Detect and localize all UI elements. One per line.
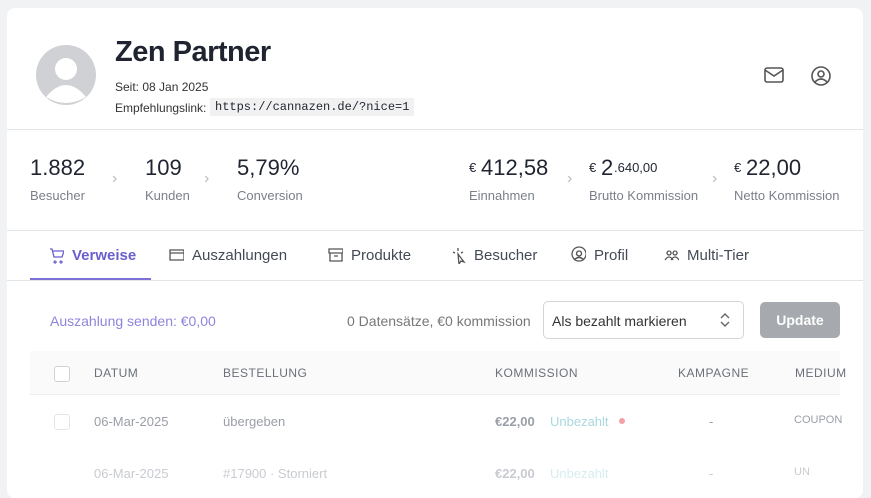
- stat-label: Netto Kommission: [734, 188, 840, 203]
- column-header: KOMMISSION: [495, 366, 579, 380]
- table-cell: Unbezahlt: [550, 414, 609, 429]
- tab[interactable]: Profil: [570, 246, 628, 264]
- tab-label: Multi-Tier: [687, 246, 749, 264]
- tab[interactable]: Produkte: [327, 246, 411, 264]
- table-cell: 06-Mar-2025: [94, 466, 169, 481]
- table-cell: UN: [794, 466, 810, 478]
- tab-icon: [50, 248, 64, 264]
- tab-label: Profil: [594, 246, 629, 264]
- tab[interactable]: Besucher: [450, 246, 537, 264]
- tab-icon: [452, 248, 466, 264]
- avatar: [36, 45, 96, 105]
- mail-icon[interactable]: [763, 66, 785, 84]
- link-label: Empfehlungslink:: [115, 101, 207, 115]
- tab-icon: [328, 248, 343, 262]
- update-button[interactable]: Update: [760, 302, 840, 338]
- table-cell: Unbezahlt: [550, 466, 609, 481]
- divider: [7, 129, 863, 130]
- column-header: BESTELLUNG: [223, 366, 308, 380]
- column-header: DATUM: [94, 366, 139, 380]
- stat-label: Conversion: [237, 188, 303, 203]
- table-cell: 06-Mar-2025: [94, 414, 169, 429]
- stat-value: 412,58: [481, 155, 549, 180]
- tab-label: Verweise: [72, 246, 137, 264]
- stat-label: Einnahmen: [469, 188, 535, 203]
- table-header: [30, 351, 840, 394]
- chevron: ›: [712, 170, 718, 187]
- table-cell: -: [709, 414, 714, 429]
- divider: [7, 230, 863, 231]
- tab-icon: [664, 250, 679, 261]
- status-select[interactable]: Als bezahlt markieren: [543, 301, 744, 339]
- table-cell: #17900 · Storniert: [223, 466, 328, 481]
- partner-name: Zen Partner: [115, 36, 271, 68]
- divider: [7, 280, 863, 281]
- chevron: ›: [567, 170, 573, 187]
- tab[interactable]: Multi-Tier: [663, 246, 749, 264]
- chevron: ›: [204, 170, 210, 187]
- table-cell: €22,00: [495, 466, 535, 481]
- table-cell: COUPON: [794, 414, 843, 426]
- records-count: 0 Datensätze, €0 kommission: [347, 313, 531, 329]
- table-cell: -: [709, 466, 714, 481]
- user-icon[interactable]: [810, 65, 832, 87]
- stat-value: 2: [601, 155, 614, 180]
- stat-suffix: .640,00: [614, 160, 658, 175]
- tab[interactable]: Verweise: [48, 246, 136, 264]
- select-text: Als bezahlt markieren: [552, 313, 687, 329]
- stat-label: Besucher: [30, 188, 85, 203]
- tab-label: Besucher: [474, 246, 538, 264]
- stat-value: 1.882: [30, 155, 86, 180]
- table-cell: €22,00: [495, 414, 535, 429]
- stat-currency: €: [734, 160, 742, 175]
- stat-value: 22,00: [746, 155, 802, 180]
- status-dot: [619, 418, 625, 424]
- divider: [30, 394, 840, 395]
- column-header: KAMPAGNE: [678, 366, 750, 380]
- tab-icon: [169, 249, 184, 261]
- stat-value: 109: [145, 155, 182, 180]
- row-checkbox[interactable]: [54, 414, 70, 430]
- stat-label: Brutto Kommission: [589, 188, 699, 203]
- stat-currency: €: [589, 160, 597, 175]
- select-arrows: [720, 313, 730, 327]
- active-tab-indicator: [30, 278, 151, 280]
- stat-currency: €: [469, 160, 477, 175]
- referral-link[interactable]: https://cannazen.de/?nice=1: [210, 98, 415, 116]
- stat-value: 5,79%: [237, 155, 300, 180]
- since: Seit: 08 Jan 2025: [115, 80, 209, 94]
- chevron: ›: [112, 170, 118, 187]
- table-cell: übergeben: [223, 414, 286, 429]
- tab-label: Produkte: [351, 246, 412, 264]
- stat-label: Kunden: [145, 188, 190, 203]
- column-header: MEDIUM: [795, 366, 847, 380]
- payout-link[interactable]: Auszahlung senden: €0,00: [50, 313, 216, 329]
- tab[interactable]: Auszahlungen: [168, 246, 287, 264]
- select-all-checkbox[interactable]: [54, 366, 70, 382]
- tab-icon: [571, 246, 586, 262]
- partner-card: Zen Partner Seit: 08 Jan 2025 Empfehlung…: [7, 8, 863, 498]
- tab-label: Auszahlungen: [192, 246, 288, 264]
